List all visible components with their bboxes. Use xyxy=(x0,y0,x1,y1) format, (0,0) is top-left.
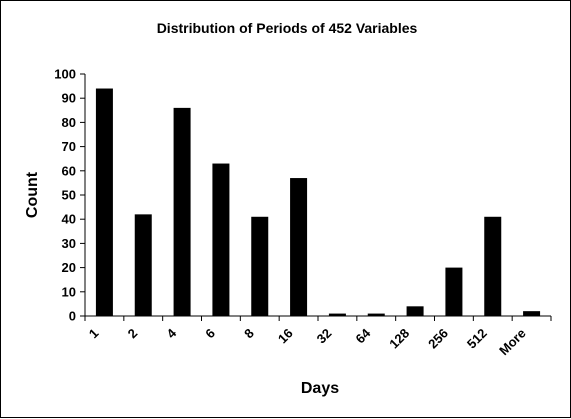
bar-128 xyxy=(406,306,424,316)
y-tick-label: 60 xyxy=(62,163,76,178)
x-tick-label: 32 xyxy=(314,326,335,347)
x-tick-label: 4 xyxy=(163,325,179,341)
x-tick-label: 128 xyxy=(386,326,412,352)
x-tick-label: More xyxy=(496,326,529,359)
bar-6 xyxy=(212,163,230,316)
chart-title: Distribution of Periods of 452 Variables xyxy=(157,20,418,36)
y-tick-label: 90 xyxy=(62,91,76,106)
x-tick-label: 2 xyxy=(125,326,141,342)
y-axis-ticks: 0 10 20 30 40 50 60 70 80 90 100 xyxy=(54,67,85,324)
y-tick-label: 20 xyxy=(62,260,76,275)
bar-256 xyxy=(445,267,463,316)
y-tick-label: 100 xyxy=(54,67,76,82)
x-axis-ticks: 1 2 4 6 8 16 32 64 128 256 512 More xyxy=(84,316,552,359)
y-tick-label: 70 xyxy=(62,139,76,154)
x-tick-label: 256 xyxy=(425,326,451,352)
x-tick-label: 1 xyxy=(86,326,102,342)
bar-8 xyxy=(251,216,269,316)
bar-64 xyxy=(367,313,385,316)
bar-series xyxy=(95,88,541,317)
x-axis-title: Days xyxy=(301,380,339,397)
bar-2 xyxy=(134,214,152,316)
bar-4 xyxy=(173,107,191,316)
bar-32 xyxy=(328,313,346,316)
y-tick-label: 0 xyxy=(69,309,76,324)
y-tick-label: 30 xyxy=(62,236,76,251)
y-tick-label: 50 xyxy=(62,188,76,203)
y-tick-label: 40 xyxy=(62,212,76,227)
bar-512 xyxy=(484,216,502,316)
y-tick-label: 10 xyxy=(62,284,76,299)
x-tick-label: 6 xyxy=(202,326,218,342)
bar-16 xyxy=(290,178,308,316)
y-axis-title: Count xyxy=(24,171,41,218)
x-tick-label: 512 xyxy=(464,326,490,352)
x-tick-label: 16 xyxy=(275,326,296,347)
bar-more xyxy=(523,311,541,316)
bar-1 xyxy=(95,88,113,317)
x-tick-label: 64 xyxy=(353,325,374,346)
x-tick-label: 8 xyxy=(241,326,257,342)
y-tick-label: 80 xyxy=(62,115,76,130)
